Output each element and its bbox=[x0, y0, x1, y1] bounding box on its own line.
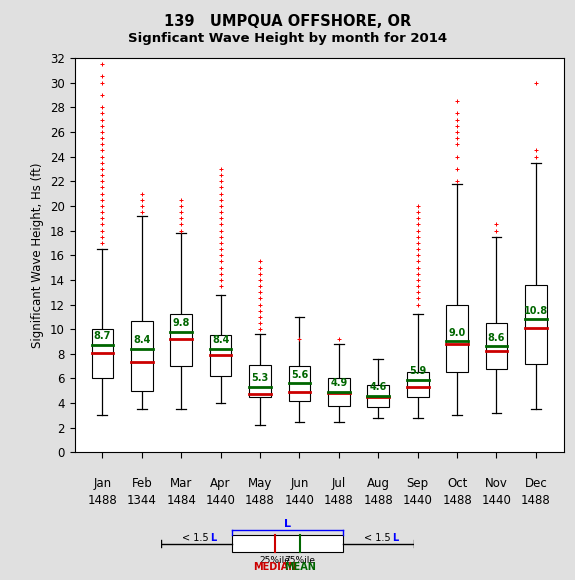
Text: 139   UMPQUA OFFSHORE, OR: 139 UMPQUA OFFSHORE, OR bbox=[164, 14, 411, 30]
Text: 8.4: 8.4 bbox=[133, 335, 151, 345]
Text: 4.6: 4.6 bbox=[370, 382, 387, 392]
Text: Jun: Jun bbox=[290, 477, 309, 491]
Text: Signficant Wave Height by month for 2014: Signficant Wave Height by month for 2014 bbox=[128, 32, 447, 45]
Text: 1484: 1484 bbox=[166, 494, 196, 507]
Bar bbox=[486, 323, 507, 369]
Text: 1488: 1488 bbox=[87, 494, 117, 507]
Text: 1440: 1440 bbox=[206, 494, 236, 507]
Bar bbox=[232, 535, 343, 552]
Text: 1440: 1440 bbox=[402, 494, 432, 507]
Text: 5.6: 5.6 bbox=[291, 369, 308, 380]
Text: Oct: Oct bbox=[447, 477, 467, 491]
Text: Sep: Sep bbox=[407, 477, 429, 491]
Text: L: L bbox=[210, 534, 216, 543]
Text: MEAN: MEAN bbox=[284, 562, 316, 572]
Bar bbox=[289, 366, 310, 401]
Text: 1344: 1344 bbox=[127, 494, 157, 507]
Text: Apr: Apr bbox=[210, 477, 231, 491]
Text: Dec: Dec bbox=[524, 477, 547, 491]
Bar bbox=[170, 314, 192, 366]
Text: 1440: 1440 bbox=[481, 494, 511, 507]
Text: 10.8: 10.8 bbox=[524, 306, 548, 316]
Text: MEDIAN: MEDIAN bbox=[253, 562, 297, 572]
Text: Jan: Jan bbox=[93, 477, 112, 491]
Text: 25%ile: 25%ile bbox=[259, 556, 290, 565]
Text: 75%ile: 75%ile bbox=[285, 556, 316, 565]
Text: 9.8: 9.8 bbox=[172, 318, 190, 328]
Bar bbox=[407, 372, 428, 397]
Text: 1488: 1488 bbox=[521, 494, 551, 507]
Bar bbox=[446, 304, 468, 372]
Text: 4.9: 4.9 bbox=[330, 378, 347, 389]
Text: L: L bbox=[284, 519, 291, 529]
Text: Jul: Jul bbox=[332, 477, 346, 491]
Bar bbox=[328, 378, 350, 405]
Text: 1488: 1488 bbox=[245, 494, 275, 507]
Text: 1488: 1488 bbox=[363, 494, 393, 507]
Text: < 1.5: < 1.5 bbox=[364, 534, 393, 543]
Bar bbox=[249, 365, 271, 397]
Text: 1488: 1488 bbox=[324, 494, 354, 507]
Text: Mar: Mar bbox=[170, 477, 193, 491]
Bar bbox=[367, 385, 389, 407]
Bar bbox=[91, 329, 113, 379]
Bar bbox=[131, 321, 152, 391]
Text: May: May bbox=[248, 477, 272, 491]
Y-axis label: Significant Wave Height, Hs (ft): Significant Wave Height, Hs (ft) bbox=[32, 162, 44, 348]
Text: 9.0: 9.0 bbox=[448, 328, 466, 338]
Text: Nov: Nov bbox=[485, 477, 508, 491]
Text: 5.9: 5.9 bbox=[409, 366, 426, 376]
Bar bbox=[210, 335, 231, 376]
Text: 5.3: 5.3 bbox=[251, 374, 269, 383]
Text: 8.4: 8.4 bbox=[212, 335, 229, 345]
Text: 8.6: 8.6 bbox=[488, 333, 505, 343]
Text: 1440: 1440 bbox=[285, 494, 315, 507]
Text: Aug: Aug bbox=[367, 477, 390, 491]
Text: 1488: 1488 bbox=[442, 494, 472, 507]
Text: L: L bbox=[392, 534, 398, 543]
Text: 8.7: 8.7 bbox=[94, 332, 111, 342]
Text: < 1.5: < 1.5 bbox=[182, 534, 211, 543]
Bar bbox=[525, 285, 547, 364]
Text: Feb: Feb bbox=[131, 477, 152, 491]
